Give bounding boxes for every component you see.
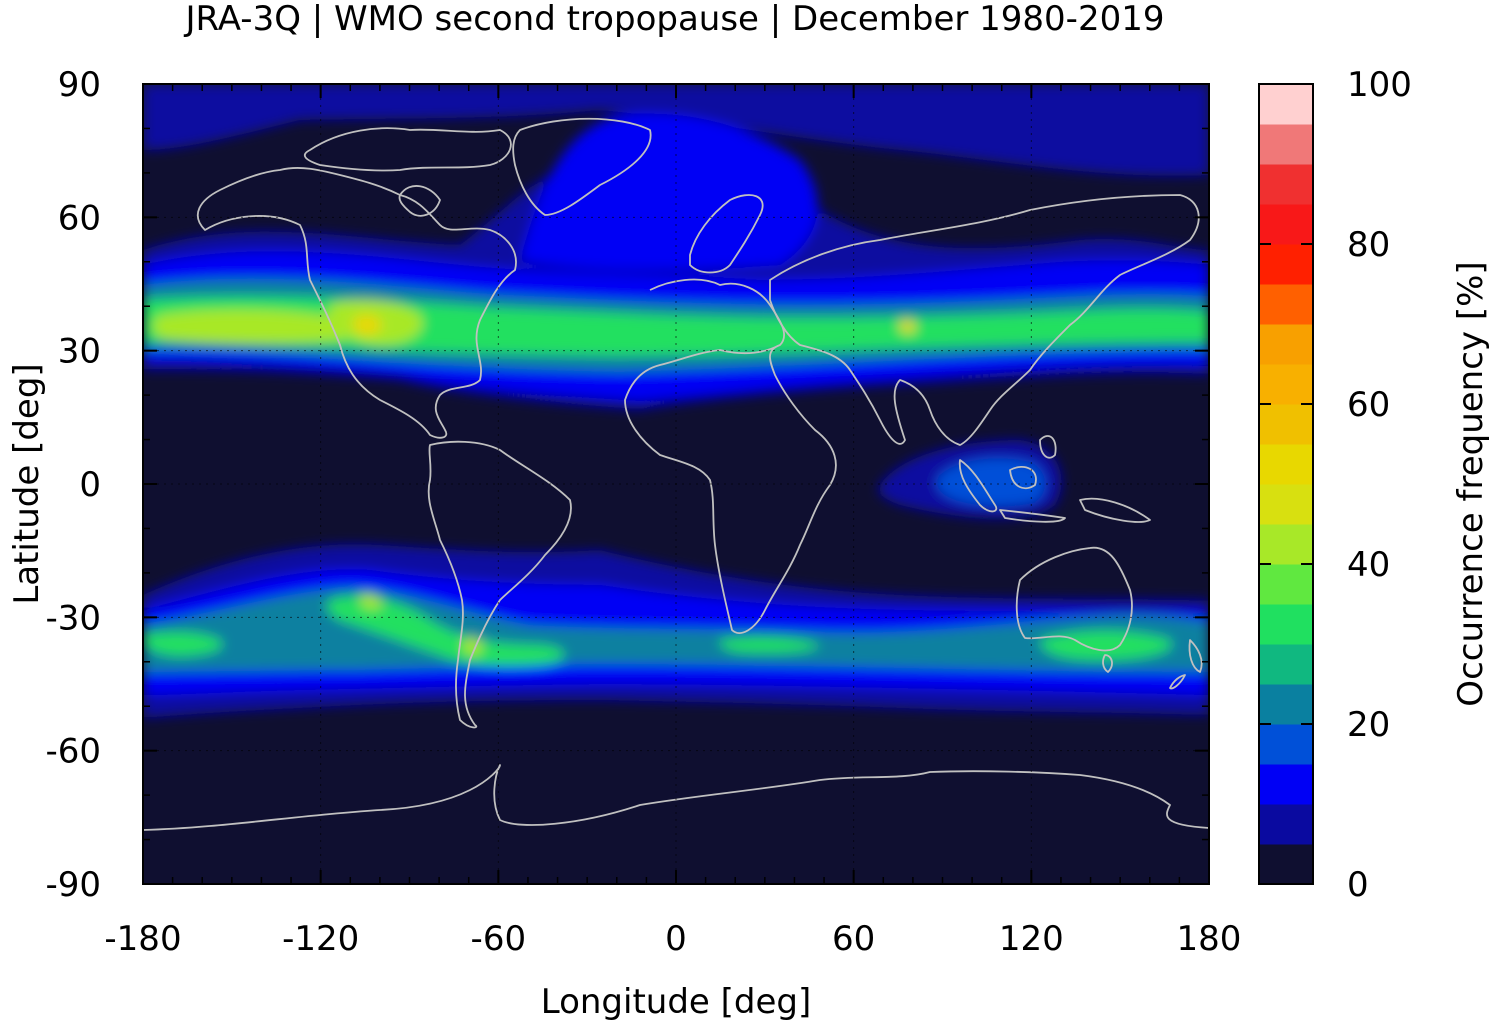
colorbar-level [1259,644,1313,685]
colorbar-level [1259,684,1313,725]
colorbar-level [1259,724,1313,765]
colorbar-level [1259,764,1313,805]
colorbar-level [1259,844,1313,885]
coastline-asia [769,194,1200,446]
x-axis-title: Longitude [deg] [541,982,812,1022]
sh-jet-core-level-40 [360,594,482,656]
colorbar-tick-label: 20 [1347,705,1390,745]
colorbar-level [1259,804,1313,845]
colorbar-level [1259,244,1313,285]
colorbar-tick-label: 100 [1347,65,1412,105]
coastline-new-zealand [1169,639,1203,690]
map-title: JRA-3Q | WMO second tropopause | Decembe… [184,0,1165,39]
colorbar-level [1259,564,1313,605]
colorbar-level [1259,364,1313,405]
colorbar-tick-label: 80 [1347,225,1390,265]
colorbar-level [1259,124,1313,165]
colorbar-frame [1258,83,1314,885]
x-tick-label: 60 [832,919,875,959]
y-tick-label: 0 [79,465,101,505]
colorbar-level [1259,444,1313,485]
colorbar-level [1259,404,1313,445]
colorbar-level [1259,284,1313,325]
y-tick-label: 30 [58,332,101,372]
colorbar-title: Occurrence frequency [%] [1451,261,1491,706]
colorbar-level [1259,164,1313,205]
coastline-europe-africa [624,278,837,634]
colorbar-level [1259,204,1313,245]
y-tick-label: -30 [45,598,101,638]
tropical-pool-level-15 [936,458,1046,506]
nh-north-atlantic-level-10 [520,113,818,270]
x-tick-label: 0 [665,919,687,959]
coastline-greenland [512,117,652,216]
y-tick-label: 90 [58,65,101,105]
colorbar-level [1259,324,1313,365]
coastline-south-america [427,440,572,729]
nh-band-level-40 [152,299,423,345]
colorbar-level [1259,84,1313,125]
coastline-australia [1015,546,1133,673]
nh-polar-cap-level-5 [143,84,1209,176]
coastline-arctic-islands [303,127,512,217]
map-axes: -180 -120 -60 0 60 120 180 90 60 30 0 -30 -60 -90 [45,65,1241,959]
colorbar-tick-label: 0 [1347,865,1369,905]
x-tick-label: -120 [282,919,359,959]
coastline-scandinavia [689,194,764,274]
coastline-maritime-continent [958,435,1151,523]
colorbar-tick-label: 60 [1347,385,1390,425]
x-tick-label: -60 [471,919,527,959]
x-tick-label: 180 [1177,919,1242,959]
y-tick-label: 60 [58,198,101,238]
y-tick-label: -90 [45,865,101,905]
sh-band-level-30 [143,596,1172,667]
y-tick-label: -60 [45,732,101,772]
coastline-north-america [196,167,517,439]
x-tick-label: -180 [104,919,181,959]
coastline-antarctica [143,764,1209,831]
coastlines [143,117,1209,831]
colorbar-level [1259,484,1313,525]
colorbar: 0 20 40 60 80 100 [1259,65,1412,905]
frequency-field [143,84,1209,718]
y-axis-title: Latitude [deg] [7,363,47,604]
colorbar-level [1259,524,1313,565]
x-tick-label: 120 [999,919,1064,959]
colorbar-tick-label: 40 [1347,545,1390,585]
colorbar-level [1259,604,1313,645]
